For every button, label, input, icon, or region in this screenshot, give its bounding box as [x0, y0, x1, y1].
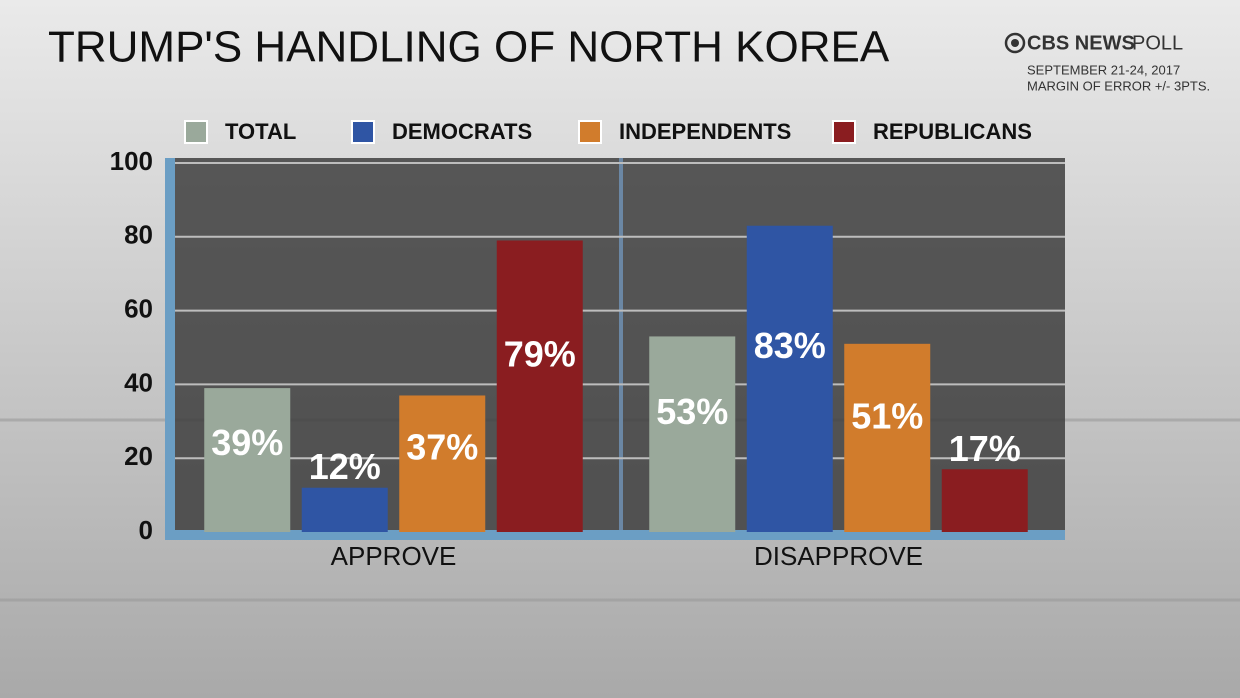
y-tick-label: 100 — [110, 146, 153, 176]
bar — [649, 336, 736, 532]
bar — [301, 487, 388, 532]
legend-swatch — [832, 120, 856, 144]
x-tick-label: DISAPPROVE — [754, 541, 923, 571]
bar — [746, 225, 833, 533]
value-label: 53% — [656, 391, 728, 432]
brand-suffix: POLL — [1132, 32, 1183, 54]
y-tick-label: 80 — [124, 220, 153, 250]
axis-strip-left — [165, 158, 175, 540]
y-tick-label: 0 — [139, 515, 153, 545]
legend-label: INDEPENDENTS — [619, 119, 791, 144]
bar — [844, 343, 931, 532]
subtitle: SEPTEMBER 21-24, 2017 — [1027, 62, 1180, 77]
legend-label: REPUBLICANS — [873, 119, 1032, 144]
value-label: 51% — [851, 396, 923, 437]
axis-strip-bottom — [165, 530, 1065, 540]
cbs-eye — [1004, 32, 1026, 54]
bar — [941, 469, 1028, 532]
legend-swatch — [578, 120, 602, 144]
legend-swatch — [351, 120, 375, 144]
bar — [399, 395, 486, 532]
bar — [204, 388, 291, 532]
group-divider — [619, 158, 623, 530]
y-tick-label: 60 — [124, 293, 153, 323]
value-label: 37% — [406, 427, 478, 468]
legend-label: DEMOCRATS — [392, 119, 532, 144]
y-tick-label: 20 — [124, 441, 153, 471]
legend-label: TOTAL — [225, 119, 296, 144]
legend-swatch — [184, 120, 208, 144]
value-label: 39% — [211, 422, 283, 463]
chart-title: TRUMP'S HANDLING OF NORTH KOREA — [48, 23, 890, 72]
value-label: 17% — [949, 428, 1021, 469]
subtitle: MARGIN OF ERROR +/- 3PTS. — [1027, 78, 1210, 93]
y-tick-label: 40 — [124, 367, 153, 397]
value-label: 83% — [754, 325, 826, 366]
x-tick-label: APPROVE — [331, 541, 457, 571]
bar — [496, 240, 583, 533]
brand: CBS NEWS — [1027, 32, 1135, 54]
value-label: 12% — [309, 446, 381, 487]
value-label: 79% — [504, 334, 576, 375]
